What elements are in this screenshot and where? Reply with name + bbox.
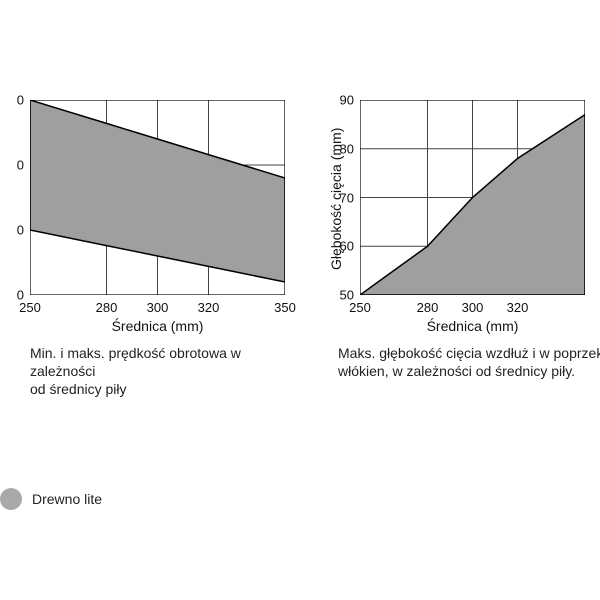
chart-depth: 50 60 70 80 90 250 280 300 320 Głębokość… [290, 100, 600, 380]
legend-label: Drewno lite [32, 491, 102, 507]
xtick: 320 [198, 295, 220, 315]
chart-depth-ylabel: Głębokość cięcia (mm) [328, 128, 344, 270]
xtick: 250 [349, 295, 371, 315]
xtick: 280 [417, 295, 439, 315]
chart-depth-caption: Maks. głębokość cięcia wzdłuż i w poprze… [338, 344, 600, 380]
chart-speed-xlabel: Średnica (mm) [30, 318, 285, 334]
chart-speed-plot: 0 0 0 0 250 280 300 320 350 [30, 100, 285, 295]
xtick: 250 [19, 295, 41, 315]
ytick: 0 [17, 93, 30, 108]
chart-speed-svg [30, 100, 285, 295]
xtick: 280 [96, 295, 118, 315]
xtick: 300 [147, 295, 169, 315]
charts-row: 0 0 0 0 250 280 300 320 350 Średnica (mm… [0, 100, 600, 380]
xtick: 300 [462, 295, 484, 315]
ytick: 0 [17, 158, 30, 173]
xtick: 320 [507, 295, 529, 315]
chart-speed: 0 0 0 0 250 280 300 320 350 Średnica (mm… [0, 100, 290, 380]
chart-speed-caption: Min. i maks. prędkość obrotowa w zależno… [30, 344, 300, 399]
chart-depth-plot: 50 60 70 80 90 250 280 300 320 [360, 100, 585, 295]
legend-swatch-icon [0, 488, 22, 510]
chart-depth-xlabel: Średnica (mm) [360, 318, 585, 334]
ytick: 90 [340, 93, 360, 108]
ytick: 0 [17, 223, 30, 238]
page: 0 0 0 0 250 280 300 320 350 Średnica (mm… [0, 0, 600, 600]
chart-depth-svg [360, 100, 585, 295]
legend: Drewno lite [0, 488, 102, 510]
